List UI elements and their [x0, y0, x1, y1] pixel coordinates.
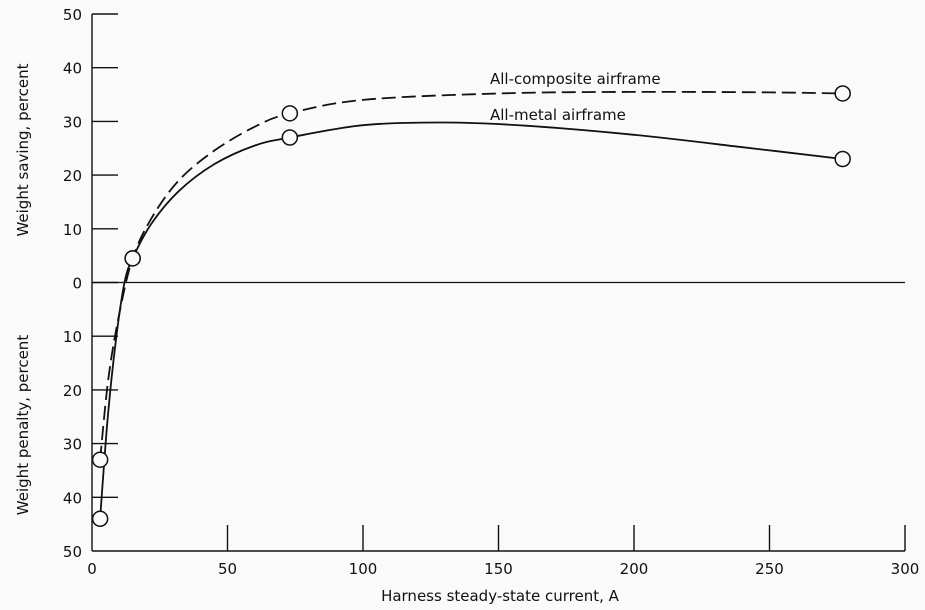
series-line-composite	[99, 90, 843, 460]
y-tick-label: 40	[63, 60, 82, 78]
x-axis-title: Harness steady-state current, A	[381, 587, 620, 605]
x-tick-label: 50	[218, 560, 237, 578]
y-ticks: 50 40 30 20 10 0 10 20 30 40 50	[63, 6, 118, 561]
data-point-metal	[91, 510, 109, 528]
y-tick-label: 30	[63, 113, 82, 131]
data-point-composite	[281, 105, 299, 122]
y-tick-label: 10	[63, 221, 82, 239]
series-line-metal	[99, 121, 843, 519]
x-ticks: 0 50 100 150 200 250 300	[87, 525, 919, 578]
data-point-metal	[124, 250, 141, 267]
y-tick-label: 40	[63, 489, 82, 507]
series-curves	[99, 90, 843, 519]
y-tick-label: 0	[72, 275, 82, 293]
x-tick-label: 200	[620, 560, 649, 578]
x-tick-label: 150	[484, 560, 513, 578]
y-tick-label: 50	[63, 6, 82, 24]
x-tick-label: 300	[891, 560, 920, 578]
y-tick-label: 20	[63, 382, 82, 400]
series-label-composite: All-composite airframe	[490, 70, 661, 88]
x-tick-label: 250	[755, 560, 784, 578]
series-label-metal: All-metal airframe	[490, 106, 626, 124]
y-axis-title-lower: Weight penalty, percent	[14, 335, 32, 516]
series-markers	[91, 85, 851, 528]
y-tick-label: 20	[63, 167, 82, 185]
data-point-composite	[91, 451, 109, 468]
data-point-metal	[281, 129, 299, 146]
data-point-metal	[834, 150, 851, 168]
y-tick-label: 30	[63, 436, 82, 454]
data-point-composite	[834, 85, 851, 102]
axes	[91, 14, 905, 552]
y-tick-label: 50	[63, 543, 82, 561]
y-tick-label: 10	[63, 328, 82, 346]
x-tick-label: 0	[87, 560, 97, 578]
y-axis-title-upper: Weight saving, percent	[14, 63, 32, 236]
x-tick-label: 100	[349, 560, 378, 578]
